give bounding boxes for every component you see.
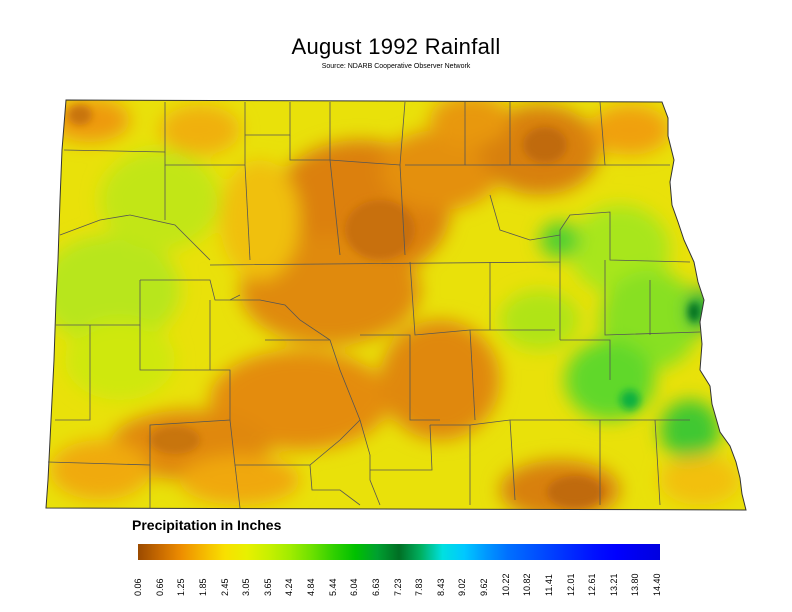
legend-gradient	[138, 544, 660, 560]
legend-tick-label: 9.02	[457, 578, 468, 596]
legend-tick-label: 10.22	[500, 573, 511, 596]
legend-tick-label: 9.62	[479, 578, 489, 596]
legend-tick-label: 13.80	[630, 573, 641, 596]
legend-tick-label: 0.66	[154, 578, 165, 596]
legend-tick-label: 3.05	[241, 578, 252, 596]
legend-tick-label: 12.61	[587, 573, 598, 596]
legend-tick-label: 4.24	[284, 578, 295, 596]
legend-tick-label: 7.83	[414, 578, 425, 596]
legend-tick-label: 14.40	[652, 573, 662, 596]
legend-tick-label: 8.43	[435, 578, 446, 596]
county-boundaries	[45, 99, 747, 511]
map-title: August 1992 Rainfall	[291, 34, 501, 59]
legend-tick-label: 1.85	[197, 578, 208, 596]
legend-tick-label: 7.23	[392, 578, 403, 596]
legend-tick-label: 1.25	[176, 578, 187, 596]
legend-tick-label: 2.45	[219, 578, 230, 596]
legend-tick-label: 4.84	[306, 578, 316, 596]
legend-tick-label: 6.63	[370, 578, 381, 596]
map-subtitle: Source: NDARB Cooperative Observer Netwo…	[321, 63, 471, 70]
legend-tick-label: 6.04	[349, 578, 360, 596]
legend-tick-label: 3.65	[262, 578, 273, 596]
legend-tick-label: 5.44	[327, 578, 338, 596]
legend-title: Precipitation in Inches	[132, 517, 282, 533]
legend-tick-label: 13.21	[608, 573, 619, 596]
legend-tick-label: 11.41	[543, 574, 554, 596]
legend-tick-label: 0.06	[133, 578, 143, 596]
legend-tick-label: 12.01	[565, 573, 576, 596]
legend-tick-label: 10.82	[522, 573, 533, 596]
